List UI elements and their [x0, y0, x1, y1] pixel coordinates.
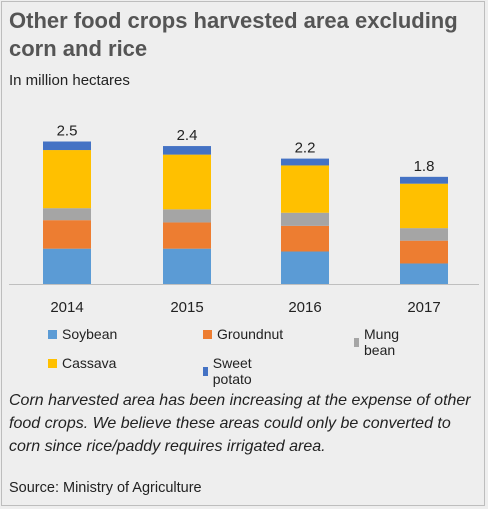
bar-segment-mung-bean-2014 [43, 208, 91, 221]
chart-title: Other food crops harvested area excludin… [9, 8, 458, 61]
total-label-2014: 2.5 [57, 123, 78, 140]
bar-segment-sweet-potato-2017 [400, 176, 448, 184]
bar-segment-mung-bean-2017 [400, 228, 448, 241]
bar-segment-soybean-2014 [43, 248, 91, 284]
total-label-2016: 2.2 [295, 140, 316, 157]
legend-swatch [48, 329, 57, 339]
legend-label: Sweet potato [212, 355, 252, 387]
legend-item-cassava: Cassava [48, 355, 116, 371]
bar-segment-sweet-potato-2016 [281, 158, 329, 166]
bar-segment-groundnut-2016 [281, 225, 329, 252]
bar-segment-groundnut-2014 [43, 220, 91, 249]
bar-segment-mung-bean-2015 [163, 209, 211, 223]
legend-swatch [354, 337, 360, 347]
legend-item-soybean: Soybean [48, 326, 117, 342]
bar-segment-sweet-potato-2015 [163, 146, 211, 155]
legend-item-groundnut: Groundnut [203, 326, 283, 342]
legend-label: Soybean [62, 326, 118, 342]
x-tick-label-2016: 2016 [288, 299, 321, 316]
total-label-2015: 2.4 [177, 127, 198, 144]
source-text: Source: Ministry of Agriculture [9, 480, 202, 496]
x-tick-label-2015: 2015 [170, 299, 203, 316]
legend-swatch [203, 329, 212, 339]
legend-item-sweet-potato: Sweet potato [203, 355, 256, 387]
x-tick-label-2017: 2017 [407, 299, 440, 316]
legend-label: Cassava [62, 355, 117, 371]
x-tick-label-2014: 2014 [50, 299, 83, 316]
legend-swatch [48, 358, 57, 368]
stacked-bar-chart: 2.5 2014 2.4 2015 2.2 2016 1.8 2017 [9, 123, 479, 316]
total-label-2017: 1.8 [414, 158, 435, 175]
legend-label: Groundnut [217, 326, 284, 342]
legend-swatch [203, 366, 208, 376]
bar-segment-mung-bean-2016 [281, 212, 329, 226]
bar-segment-groundnut-2015 [163, 222, 211, 249]
bar-segment-groundnut-2017 [400, 240, 448, 264]
bar-segment-cassava-2017 [400, 183, 448, 229]
chart-subtitle: In million hectares [9, 72, 130, 89]
bar-segment-cassava-2015 [163, 154, 211, 210]
bar-segment-soybean-2017 [400, 263, 448, 284]
bar-segment-cassava-2014 [43, 150, 91, 209]
bar-segment-sweet-potato-2014 [43, 141, 91, 151]
commentary-text: Corn harvested area has been increasing … [9, 392, 471, 455]
bar-segment-soybean-2016 [281, 251, 329, 284]
bar-segment-soybean-2015 [163, 248, 211, 284]
legend-label: Mung bean [364, 326, 400, 358]
legend-item-mung-bean: Mung bean [354, 326, 403, 358]
bar-segment-cassava-2016 [281, 165, 329, 213]
